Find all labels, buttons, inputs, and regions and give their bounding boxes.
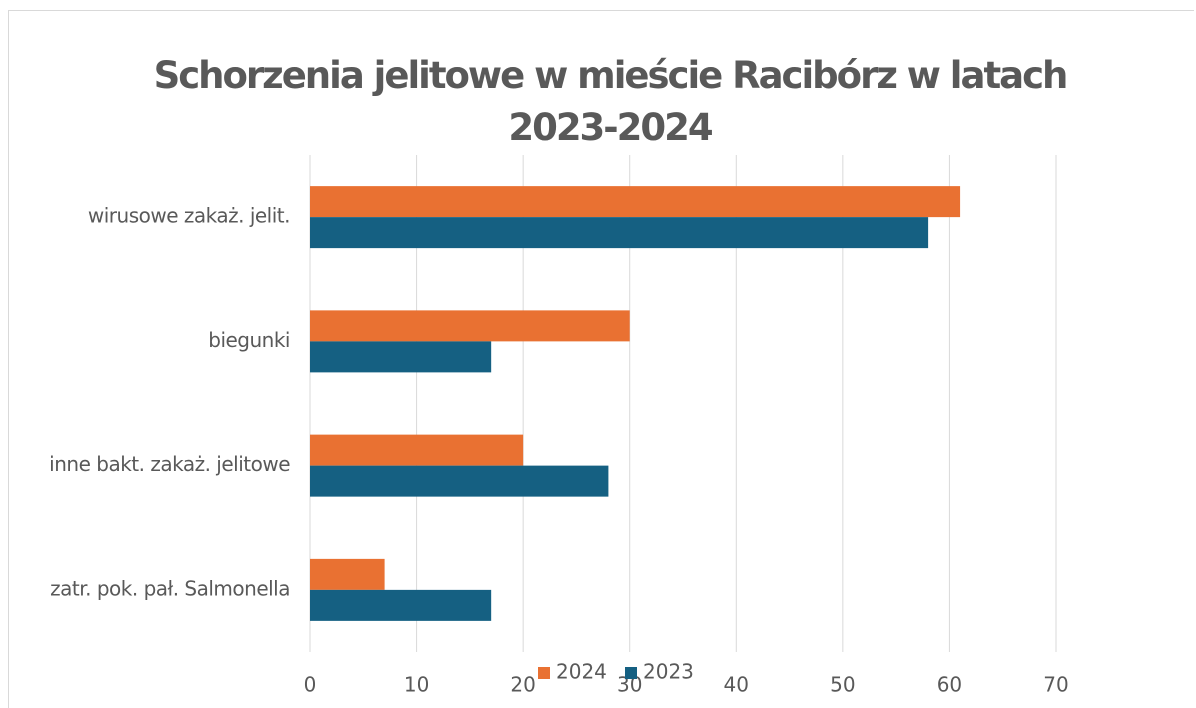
legend-swatch — [625, 667, 637, 679]
legend-label: 2023 — [643, 660, 694, 684]
bar — [310, 310, 630, 342]
x-tick-label: 20 — [510, 673, 535, 697]
bar — [310, 589, 492, 621]
x-tick-label: 40 — [724, 673, 749, 697]
chart-title: Schorzenia jelitowe w mieście Racibórz w… — [153, 54, 1069, 149]
x-tick-label: 10 — [404, 673, 429, 697]
x-tick-label: 70 — [1043, 673, 1068, 697]
y-tick-label: inne bakt. zakaż. jelitowe — [49, 452, 290, 476]
x-tick-label: 0 — [304, 673, 317, 697]
chart-frame — [8, 10, 1194, 708]
x-tick-label: 50 — [830, 673, 855, 697]
bar — [310, 558, 385, 590]
bar — [310, 341, 492, 373]
bar — [310, 434, 524, 466]
bar — [310, 465, 609, 497]
x-tick-label: 60 — [937, 673, 962, 697]
y-tick-label: zatr. pok. pał. Salmonella — [50, 576, 290, 600]
legend-label: 2024 — [556, 660, 607, 684]
bar — [310, 217, 929, 249]
y-tick-label: wirusowe zakaż. jelit. — [88, 204, 290, 228]
bar — [310, 186, 961, 218]
legend-swatch — [538, 667, 550, 679]
y-tick-label: biegunki — [208, 328, 290, 352]
